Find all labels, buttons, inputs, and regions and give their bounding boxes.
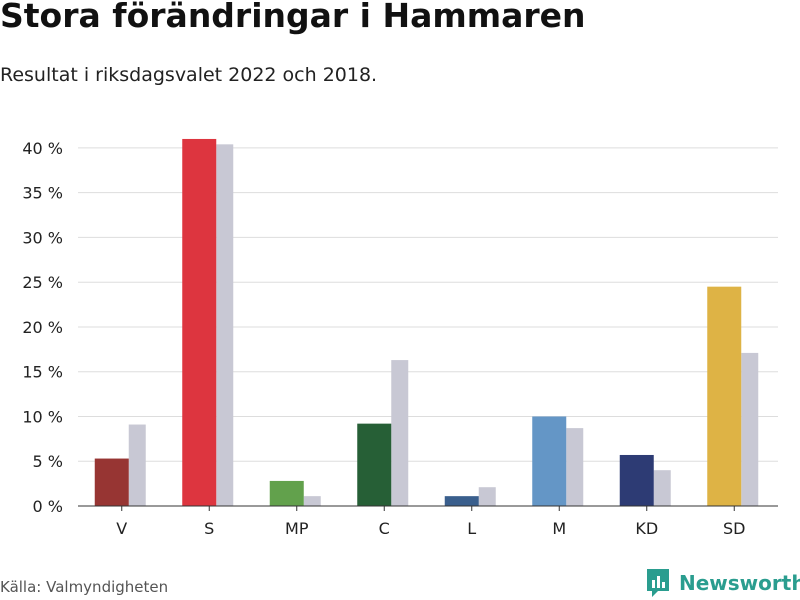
bar-chart: 0 % 5 % 10 % 15 % 20 % 25 % 30 % 35 % 40 % V S MP C… bbox=[22, 138, 778, 538]
bar-2018-kd bbox=[653, 470, 671, 506]
bar-2022-sd bbox=[707, 286, 742, 506]
bar-2022-m bbox=[532, 416, 567, 506]
x-tick-label: C bbox=[379, 519, 390, 538]
bar-group-sd bbox=[707, 286, 759, 506]
x-tick-label: S bbox=[204, 519, 214, 538]
bar-group-s bbox=[182, 138, 234, 507]
y-tick-label: 35 % bbox=[22, 184, 63, 203]
x-tick-label: M bbox=[552, 519, 566, 538]
bars bbox=[94, 138, 759, 507]
x-tick-label: SD bbox=[723, 519, 745, 538]
bar-2022-v bbox=[94, 458, 129, 506]
bar-group-l bbox=[444, 487, 496, 506]
y-tick-label: 40 % bbox=[22, 139, 63, 158]
bar-2018-m bbox=[566, 428, 584, 506]
y-tick-label: 5 % bbox=[33, 452, 63, 471]
source-note: Källa: Valmyndigheten bbox=[0, 578, 169, 596]
x-tick-label: L bbox=[467, 519, 476, 538]
bar-chart-logo-icon bbox=[647, 569, 669, 597]
chart-title: Stora förändringar i Hammaren bbox=[0, 0, 586, 35]
y-axis: 0 % 5 % 10 % 15 % 20 % 25 % 30 % 35 % 40 % bbox=[22, 139, 63, 516]
bar-group-kd bbox=[619, 454, 671, 506]
bar-2022-s bbox=[182, 138, 217, 506]
x-tick-label: MP bbox=[285, 519, 309, 538]
bar-group-mp bbox=[269, 480, 321, 506]
bar-2018-s bbox=[216, 144, 234, 507]
bar-group-m bbox=[532, 416, 584, 506]
bar-group-v bbox=[94, 424, 146, 506]
bar-2022-mp bbox=[269, 480, 304, 506]
x-tick-label: V bbox=[116, 519, 127, 538]
x-tick-label: KD bbox=[635, 519, 658, 538]
bar-2022-c bbox=[357, 423, 392, 506]
bar-2018-l bbox=[478, 487, 496, 506]
bar-2018-sd bbox=[741, 352, 759, 506]
y-tick-label: 20 % bbox=[22, 318, 63, 337]
bar-2018-v bbox=[128, 424, 146, 506]
brand-name: Newsworthy bbox=[679, 571, 800, 595]
y-tick-label: 25 % bbox=[22, 273, 63, 292]
bar-2022-kd bbox=[619, 454, 654, 506]
x-axis: V S MP C L M KD SD bbox=[78, 505, 778, 538]
y-tick-label: 0 % bbox=[33, 497, 63, 516]
brand-logo: Newsworthy bbox=[645, 567, 800, 599]
bar-2018-mp bbox=[303, 496, 321, 506]
y-tick-label: 15 % bbox=[22, 363, 63, 382]
y-tick-label: 30 % bbox=[22, 228, 63, 247]
bar-2022-l bbox=[444, 496, 479, 506]
bar-2018-c bbox=[391, 360, 409, 506]
y-tick-label: 10 % bbox=[22, 407, 63, 426]
chart-subtitle: Resultat i riksdagsvalet 2022 och 2018. bbox=[0, 64, 378, 86]
bar-group-c bbox=[357, 360, 409, 506]
